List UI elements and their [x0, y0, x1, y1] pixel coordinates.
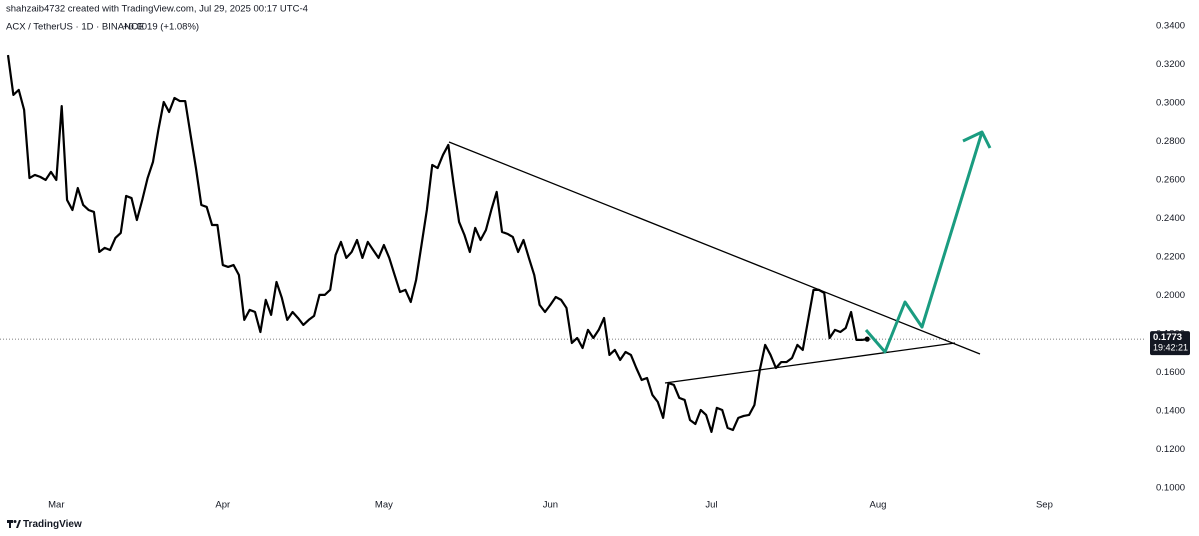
- price-change: +0.0019 (+1.08%): [123, 22, 199, 33]
- y-tick-label: 0.1600: [1156, 367, 1185, 378]
- drawings: [448, 130, 992, 384]
- x-tick-label: Jul: [705, 500, 717, 511]
- price-badge: [1150, 331, 1190, 356]
- branding: TradingView: [7, 519, 82, 530]
- y-tick-label: 0.1400: [1156, 405, 1185, 416]
- projection-arrow: [962, 130, 992, 149]
- price-line: [6, 54, 868, 434]
- y-tick-label: 0.1200: [1156, 444, 1185, 455]
- x-tick-label: Apr: [215, 500, 230, 511]
- brand-name: TradingView: [23, 519, 82, 530]
- y-tick-label: 0.2200: [1156, 251, 1185, 262]
- last-point: [864, 336, 870, 342]
- last-price-label: 0.1773: [1153, 332, 1182, 343]
- logo-mark: [9, 520, 11, 528]
- x-tick-label: Jun: [543, 500, 558, 511]
- y-tick-label: 0.2800: [1156, 136, 1185, 147]
- countdown: 19:42:21: [1153, 343, 1188, 353]
- x-tick-label: Mar: [48, 500, 64, 511]
- y-tick-label: 0.1000: [1156, 482, 1185, 493]
- y-tick-label: 0.2000: [1156, 290, 1185, 301]
- x-tick-label: Sep: [1036, 500, 1053, 511]
- y-tick-label: 0.3200: [1156, 59, 1185, 70]
- y-tick-label: 0.3000: [1156, 97, 1185, 108]
- x-tick-label: Aug: [869, 500, 886, 511]
- trendline: [664, 342, 956, 384]
- logo-mark: [13, 520, 17, 523]
- y-tick-label: 0.3400: [1156, 20, 1185, 31]
- projection: [864, 131, 984, 354]
- logo-mark: [16, 520, 21, 528]
- trendline: [448, 141, 981, 355]
- attribution: shahzaib4732 created with TradingView.co…: [6, 4, 308, 15]
- chart-title: ACX / TetherUS · 1D · BINANCE: [6, 22, 144, 33]
- y-tick-label: 0.2600: [1156, 174, 1185, 185]
- y-tick-label: 0.2400: [1156, 213, 1185, 224]
- x-tick-label: May: [375, 500, 393, 511]
